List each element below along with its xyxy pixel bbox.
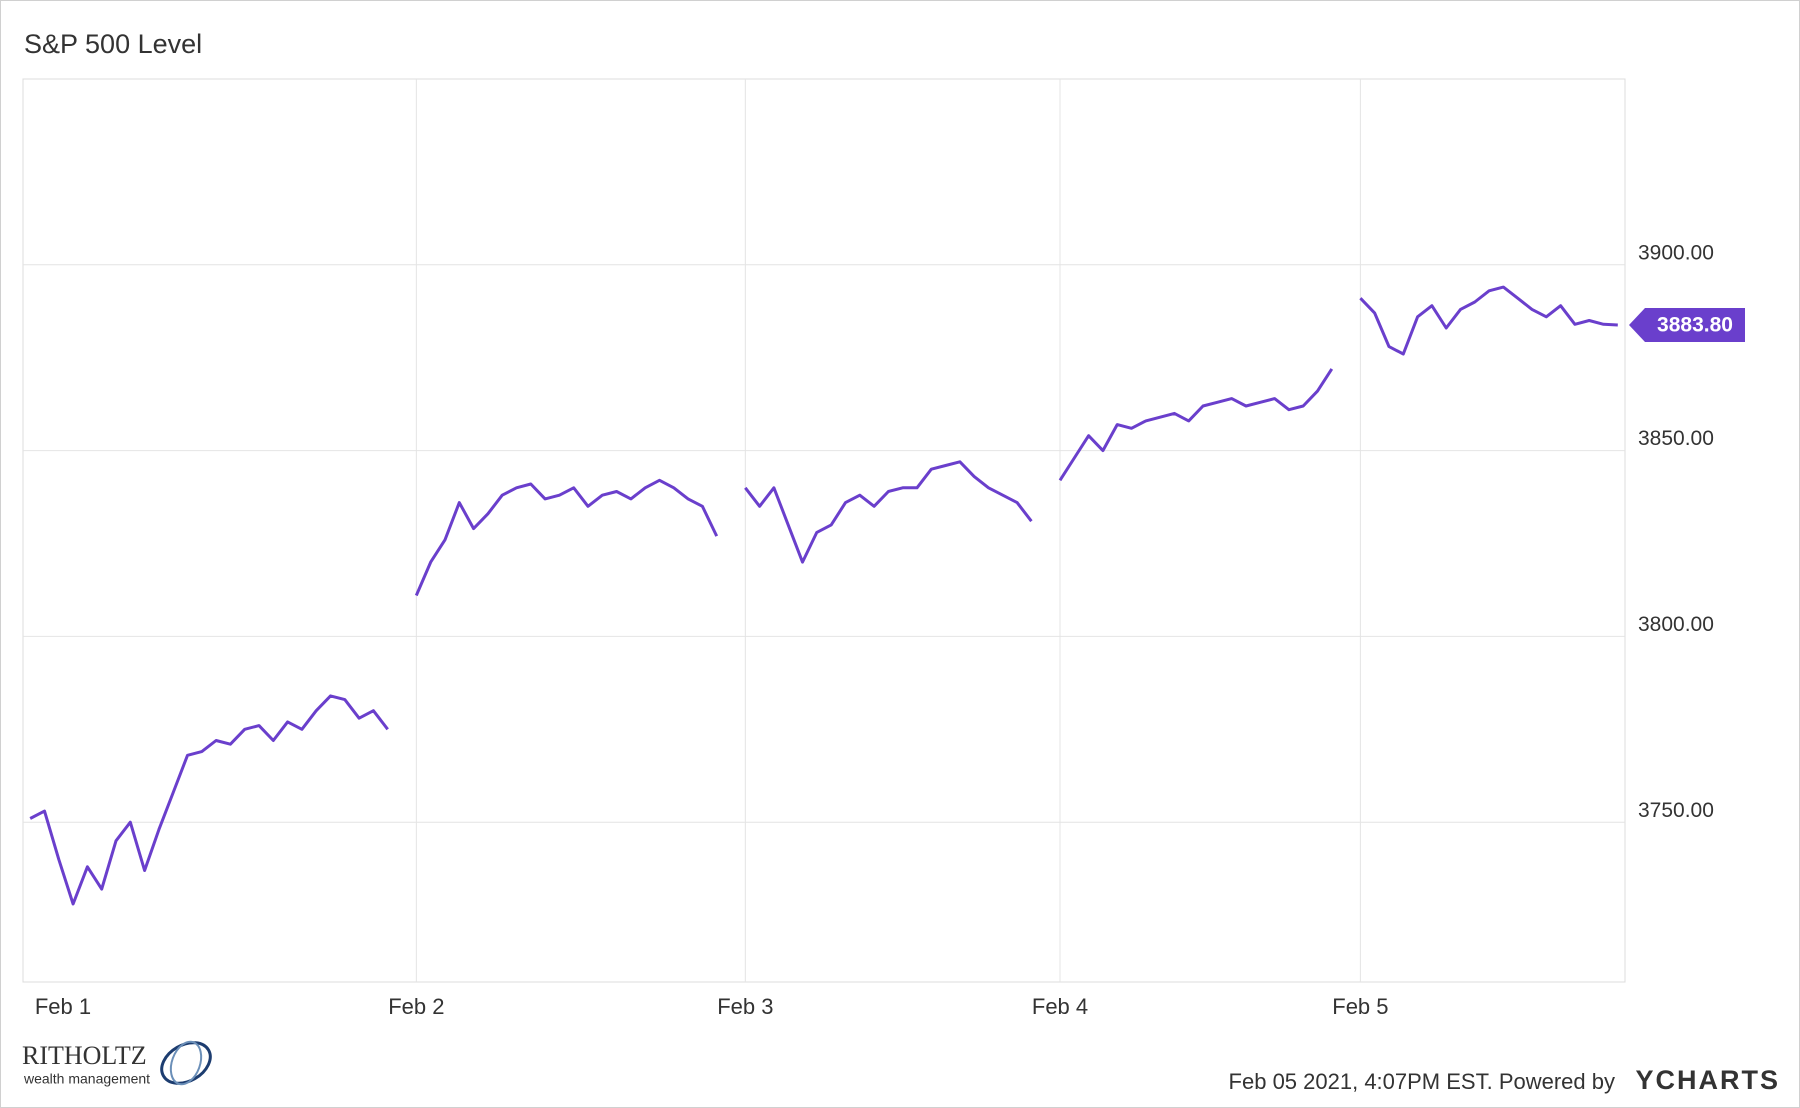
logo-tagline: wealth management xyxy=(23,1071,150,1087)
x-tick-label: Feb 4 xyxy=(1032,994,1088,1019)
y-tick-label: 3900.00 xyxy=(1638,241,1714,264)
logo-icon xyxy=(169,1040,203,1086)
footer-timestamp: Feb 05 2021, 4:07PM EST. Powered by xyxy=(1229,1069,1615,1094)
y-tick-label: 3750.00 xyxy=(1638,799,1714,822)
x-tick-label: Feb 2 xyxy=(388,994,444,1019)
logo: RITHOLTZ wealth management xyxy=(22,1040,212,1087)
y-tick-label: 3850.00 xyxy=(1638,427,1714,450)
y-tick-label: 3800.00 xyxy=(1638,613,1714,636)
x-tick-label: Feb 1 xyxy=(35,994,91,1019)
x-tick-label: Feb 3 xyxy=(717,994,773,1019)
line-series xyxy=(29,285,1618,906)
end-label: 3883.80 xyxy=(1657,314,1733,337)
x-tick-label: Feb 5 xyxy=(1332,994,1388,1019)
logo-icon xyxy=(160,1041,212,1085)
chart-title: S&P 500 Level xyxy=(24,29,202,59)
end-label-badge xyxy=(1629,308,1745,343)
footer-brand: YCHARTS xyxy=(1635,1065,1780,1095)
plot-area xyxy=(22,78,1626,983)
logo-name: RITHOLTZ xyxy=(22,1041,147,1070)
